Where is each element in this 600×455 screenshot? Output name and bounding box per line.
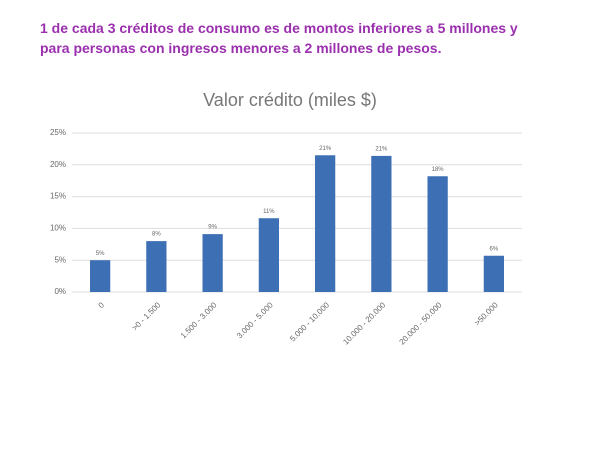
value-label: 6% [490,246,499,252]
bar [90,260,111,292]
y-tick-label: 20% [50,160,66,169]
value-label: 8% [152,232,161,238]
headline: 1 de cada 3 créditos de consumo es de mo… [40,20,518,56]
x-tick-label: 1.500 - 3.000 [179,300,219,340]
x-tick-label: >50.000 [473,300,500,327]
bar [427,176,448,292]
y-tick-label: 5% [54,255,66,264]
x-tick-label: 0 [97,300,107,310]
bar [315,155,336,292]
y-tick-label: 0% [54,287,66,296]
bar [258,218,279,292]
chart-title: Valor crédito (miles $) [203,90,377,110]
value-label: 21% [319,146,332,152]
value-label: 21% [375,146,388,152]
bar [202,234,223,292]
value-label: 18% [432,167,445,173]
value-label: 9% [208,225,217,231]
bar [371,155,392,292]
value-label: 5% [96,251,105,257]
x-tick-label: 3.000 - 5.000 [235,300,275,340]
y-tick-label: 25% [50,128,66,137]
y-tick-label: 10% [50,224,66,233]
x-tick-label: >0 - 1.500 [130,300,162,332]
x-tick-label: 20.000 - 50.000 [398,300,444,346]
y-tick-label: 15% [50,192,66,201]
value-label: 11% [263,209,275,215]
bar [146,241,167,292]
x-tick-label: 10.000 - 20.000 [341,300,387,346]
x-tick-label: 5.000 - 10.000 [288,300,331,343]
bar [483,255,504,292]
